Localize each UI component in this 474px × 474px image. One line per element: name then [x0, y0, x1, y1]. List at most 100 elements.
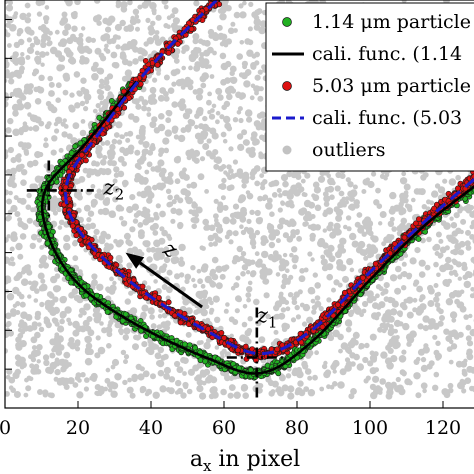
outlier-point	[202, 143, 210, 150]
outlier-point	[191, 277, 196, 283]
outlier-point	[326, 384, 331, 390]
outlier-point	[399, 177, 408, 185]
outlier-point	[309, 235, 316, 242]
outlier-point	[132, 115, 140, 123]
outlier-point	[401, 171, 407, 177]
outlier-point	[174, 178, 181, 185]
outlier-point	[333, 227, 340, 235]
outlier-point	[278, 291, 284, 297]
outlier-point	[83, 106, 89, 112]
outlier-point	[21, 169, 28, 176]
outlier-point	[392, 337, 399, 344]
outlier-point	[155, 14, 162, 21]
outlier-point	[178, 272, 185, 278]
outlier-point	[116, 139, 123, 145]
outlier-point	[138, 139, 144, 145]
outlier-point	[219, 13, 227, 21]
outlier-point	[344, 196, 350, 201]
outlier-point	[261, 250, 269, 259]
outlier-point	[249, 174, 256, 181]
outlier-point	[5, 330, 10, 338]
outlier-point	[163, 366, 171, 375]
outlier-point	[465, 324, 472, 331]
outlier-point	[106, 343, 112, 349]
outlier-point	[178, 243, 186, 252]
outlier-point	[457, 276, 462, 281]
outlier-point	[276, 188, 282, 193]
outlier-point	[188, 65, 193, 71]
outlier-point	[220, 131, 227, 138]
outlier-point	[301, 360, 308, 368]
outlier-point	[5, 312, 12, 320]
outlier-point	[61, 131, 68, 138]
outlier-point	[332, 381, 338, 387]
outlier-point	[10, 308, 17, 315]
outlier-point	[203, 341, 211, 350]
outlier-point	[445, 256, 452, 264]
outlier-point	[415, 392, 422, 399]
outlier-point	[163, 74, 170, 81]
outlier-point	[201, 246, 206, 251]
outlier-point	[12, 13, 18, 20]
outlier-point	[5, 94, 10, 102]
outlier-point	[137, 229, 145, 237]
outlier-point	[182, 381, 189, 389]
outlier-point	[92, 306, 101, 314]
outlier-point	[128, 290, 134, 296]
outlier-point	[63, 242, 71, 251]
outlier-point	[54, 266, 60, 273]
outlier-point	[176, 366, 184, 374]
outlier-point	[110, 212, 116, 218]
outlier-point	[371, 296, 377, 302]
outlier-point	[277, 207, 283, 213]
outlier-point	[469, 234, 474, 240]
outlier-point	[373, 199, 380, 206]
outlier-point	[203, 40, 211, 47]
outlier-point	[268, 181, 275, 188]
outlier-point	[256, 8, 263, 15]
outlier-point	[40, 41, 47, 48]
outlier-point	[122, 182, 128, 188]
outlier-point	[9, 91, 15, 97]
outlier-point	[32, 68, 40, 75]
outlier-point	[246, 49, 254, 57]
outlier-point	[293, 291, 300, 298]
outlier-point	[275, 254, 282, 261]
outlier-point	[413, 372, 421, 380]
outlier-point	[326, 273, 334, 281]
outlier-point	[377, 326, 383, 333]
outlier-point	[295, 314, 301, 320]
outlier-point	[237, 143, 245, 151]
outlier-point	[133, 212, 140, 218]
outlier-point	[327, 185, 335, 193]
outlier-point	[249, 209, 255, 215]
outlier-point	[72, 122, 80, 130]
outlier-point	[168, 376, 176, 383]
outlier-point	[417, 323, 424, 330]
outlier-point	[246, 297, 252, 303]
outlier-point	[80, 77, 87, 84]
outlier-point	[104, 84, 111, 92]
outlier-point	[77, 378, 82, 383]
outlier-point	[34, 331, 41, 339]
outlier-point	[67, 58, 74, 64]
outlier-point	[97, 93, 105, 101]
outlier-point	[110, 160, 117, 167]
outlier-point	[38, 74, 45, 82]
outlier-point	[138, 157, 145, 164]
outlier-point	[40, 37, 47, 44]
outlier-point	[234, 211, 242, 220]
outlier-point	[439, 315, 445, 321]
outlier-point	[451, 258, 457, 264]
outlier-point	[329, 194, 335, 200]
outlier-point	[433, 296, 440, 303]
outlier-point	[213, 198, 219, 204]
outlier-point	[233, 28, 238, 33]
outlier-point	[209, 300, 214, 306]
outlier-point	[197, 278, 204, 285]
outlier-point	[66, 317, 71, 323]
outlier-point	[337, 243, 345, 251]
outlier-point	[86, 173, 92, 179]
outlier-point	[184, 273, 192, 281]
outlier-point	[174, 273, 180, 279]
